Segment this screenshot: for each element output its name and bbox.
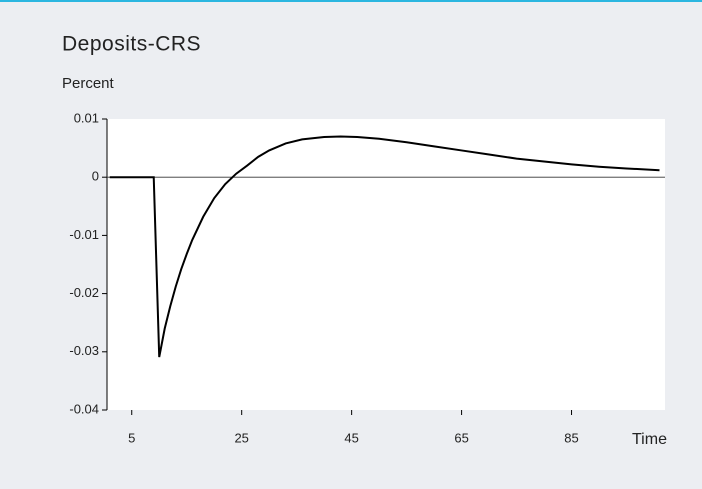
x-tick-label: 85 <box>564 430 578 445</box>
y-tick-label: -0.03 <box>69 343 99 358</box>
line <box>109 135 660 358</box>
chart-title: Deposits-CRS <box>62 33 201 56</box>
x-tick-label: 5 <box>128 430 135 445</box>
top-border <box>0 0 702 2</box>
y-tick-label: 0.01 <box>74 110 99 125</box>
x-tick-label: 65 <box>454 430 468 445</box>
plot-area <box>107 119 665 410</box>
y-tick-label: -0.04 <box>69 401 99 416</box>
x-axis-label: Time <box>632 431 667 448</box>
x-tick-label: 45 <box>344 430 358 445</box>
y-axis-label: Percent <box>62 75 115 92</box>
y-tick-label: -0.01 <box>69 227 99 242</box>
x-tick-label: 25 <box>234 430 248 445</box>
y-tick-label: 0 <box>92 169 99 184</box>
y-tick-label: -0.02 <box>69 285 99 300</box>
